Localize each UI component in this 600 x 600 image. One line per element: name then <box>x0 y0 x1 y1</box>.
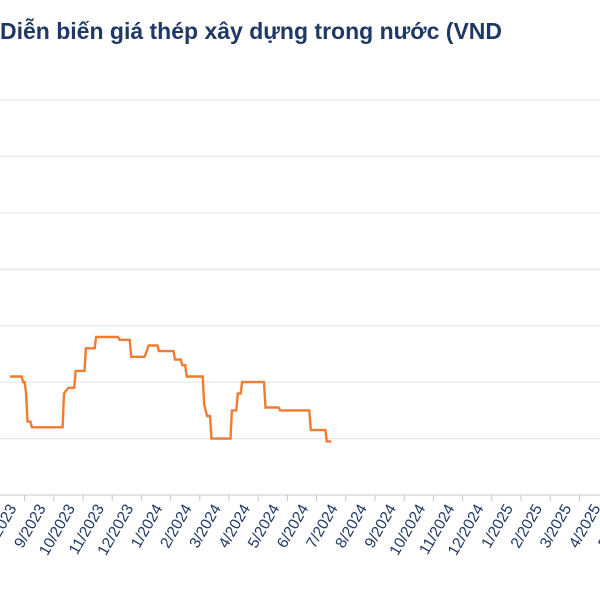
chart-title: Diễn biến giá thép xây dựng trong nước (… <box>0 18 503 44</box>
series-layer <box>10 335 332 443</box>
x-tick-labels: 8/20239/202310/202311/202312/20231/20242… <box>0 501 600 558</box>
series-line-0 <box>10 335 332 443</box>
x-axis <box>0 494 600 501</box>
gridlines <box>0 99 600 440</box>
